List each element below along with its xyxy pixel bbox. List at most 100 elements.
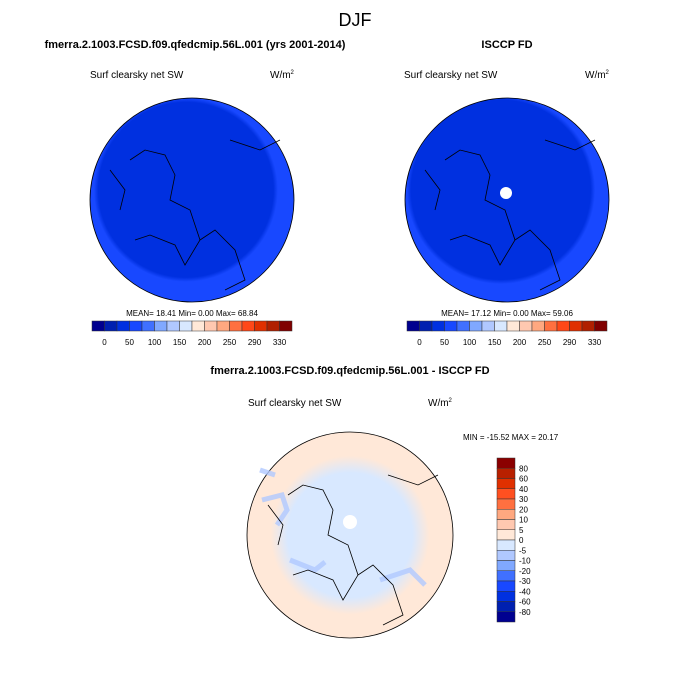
panel3-anomaly-patches — [259, 467, 427, 587]
colorbar-box — [456, 320, 470, 332]
colorbar-box — [419, 320, 433, 332]
colorbar-box — [166, 320, 180, 332]
panel1-coastlines — [109, 139, 281, 291]
colorbar-label: -10 — [519, 557, 531, 566]
colorbar-box — [431, 320, 445, 332]
colorbar-label: 0 — [417, 338, 422, 347]
colorbar-label: 60 — [519, 475, 528, 484]
colorbar-box — [556, 320, 570, 332]
colorbar-label: 330 — [588, 338, 602, 347]
colorbar-label: 200 — [198, 338, 212, 347]
colorbar-box — [531, 320, 545, 332]
panel2-title: ISCCP FD — [481, 39, 532, 51]
colorbar-box — [506, 320, 520, 332]
colorbar-label: 100 — [463, 338, 477, 347]
panel2-pole-missing — [500, 187, 512, 199]
colorbar-box — [229, 320, 243, 332]
colorbar-box — [444, 320, 458, 332]
colorbar-box — [496, 529, 516, 541]
colorbar-label: 80 — [519, 464, 528, 473]
colorbar-box — [494, 320, 508, 332]
panel1-title: fmerra.2.1003.FCSD.f09.qfedcmip.56L.001 … — [45, 39, 346, 51]
colorbar-label: 40 — [519, 485, 528, 494]
colorbar-label: 250 — [538, 338, 552, 347]
panel1-map — [89, 97, 295, 303]
colorbar-label: -40 — [519, 587, 531, 596]
colorbar-box — [519, 320, 533, 332]
colorbar-box — [191, 320, 205, 332]
colorbar-box — [469, 320, 483, 332]
colorbar-label: -80 — [519, 608, 531, 617]
panel3-pole-missing — [343, 515, 357, 529]
panel1-colorbar: 0 50 100 150 200 250 290 330 — [91, 320, 293, 347]
colorbar-box — [141, 320, 155, 332]
colorbar-label: 290 — [248, 338, 262, 347]
colorbar-label: 30 — [519, 495, 528, 504]
colorbar-box — [91, 320, 105, 332]
colorbar-label: 10 — [519, 516, 528, 525]
colorbar-label: 100 — [148, 338, 162, 347]
colorbar-label: 150 — [173, 338, 187, 347]
colorbar-label: 150 — [488, 338, 502, 347]
panel2-map — [404, 97, 610, 303]
colorbar-box — [496, 478, 516, 489]
colorbar-box — [569, 320, 583, 332]
figure-title: DJF — [339, 10, 372, 30]
panel2-coastlines — [424, 139, 596, 291]
panel3-variable: Surf clearsky net SW — [248, 398, 342, 409]
colorbar-box — [216, 320, 230, 332]
panel3-map — [246, 431, 454, 639]
colorbar-box — [496, 560, 516, 571]
colorbar-box — [496, 488, 516, 500]
colorbar-box — [496, 570, 516, 582]
colorbar-box — [496, 601, 516, 612]
colorbar-box — [204, 320, 218, 332]
colorbar-label: -60 — [519, 598, 531, 607]
colorbar-label: 0 — [519, 536, 524, 545]
panel2-variable: Surf clearsky net SW — [404, 70, 498, 81]
colorbar-label: 0 — [102, 338, 107, 347]
panel3-title: fmerra.2.1003.FCSD.f09.qfedcmip.56L.001 … — [210, 365, 489, 377]
colorbar-box — [544, 320, 558, 332]
colorbar-box — [129, 320, 143, 332]
colorbar-box — [496, 519, 516, 530]
panel1-variable: Surf clearsky net SW — [90, 70, 184, 81]
colorbar-box — [496, 580, 516, 592]
colorbar-label: 290 — [563, 338, 577, 347]
colorbar-box — [496, 539, 516, 551]
colorbar-label: 200 — [513, 338, 527, 347]
colorbar-label: 250 — [223, 338, 237, 347]
colorbar-label: 330 — [273, 338, 287, 347]
colorbar-box — [481, 320, 495, 332]
colorbar-label: 5 — [519, 526, 524, 535]
colorbar-box — [594, 320, 608, 332]
colorbar-box — [496, 611, 516, 623]
colorbar-label: -20 — [519, 567, 531, 576]
panel2-units: W/m2 — [585, 70, 610, 81]
panel1-stats: MEAN= 18.41 Min= 0.00 Max= 68.84 — [126, 309, 258, 318]
panel3-stats: MIN = -15.52 MAX = 20.17 — [463, 433, 559, 442]
colorbar-box — [179, 320, 193, 332]
colorbar-box — [406, 320, 420, 332]
colorbar-box — [496, 550, 516, 561]
colorbar-label: 50 — [125, 338, 134, 347]
colorbar-box — [496, 591, 516, 602]
colorbar-box — [254, 320, 268, 332]
colorbar-box — [279, 320, 293, 332]
colorbar-label: 20 — [519, 505, 528, 514]
colorbar-label: 50 — [440, 338, 449, 347]
panel2-stats: MEAN= 17.12 Min= 0.00 Max= 59.06 — [441, 309, 573, 318]
colorbar-box — [496, 457, 516, 469]
colorbar-box — [496, 509, 516, 520]
colorbar-box — [496, 468, 516, 479]
colorbar-box — [266, 320, 280, 332]
colorbar-box — [581, 320, 595, 332]
colorbar-box — [496, 498, 516, 510]
panel2-colorbar: 0 50 100 150 200 250 290 330 — [406, 320, 608, 347]
colorbar-label: -30 — [519, 577, 531, 586]
panel3-units: W/m2 — [428, 398, 453, 409]
colorbar-box — [116, 320, 130, 332]
colorbar-label: -5 — [519, 546, 527, 555]
